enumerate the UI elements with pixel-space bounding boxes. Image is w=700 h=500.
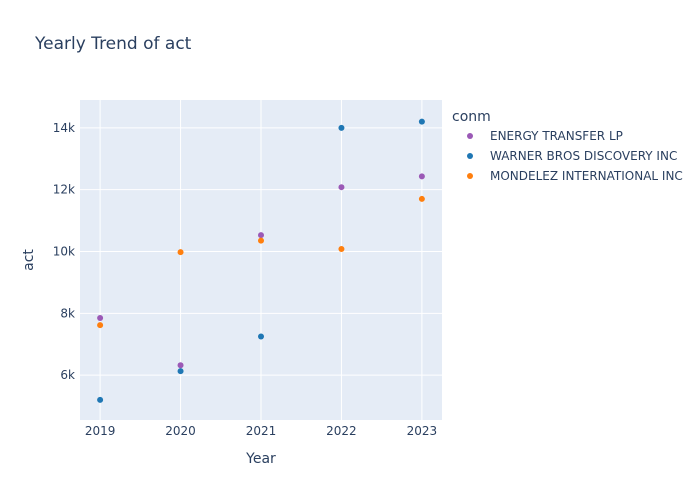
data-point[interactable] [177,249,184,256]
chart-title: Yearly Trend of act [34,34,192,54]
y-axis-title: act [21,249,37,271]
data-point[interactable] [97,396,104,403]
data-point[interactable] [97,314,104,321]
x-tick-label: 2022 [326,424,357,438]
y-axis-ticks: 6k 8k 10k 12k 14k [53,121,75,382]
legend-entry-label: ENERGY TRANSFER LP [490,129,623,143]
y-tick-label: 10k [53,244,75,258]
x-tick-label: 2023 [407,424,438,438]
data-point[interactable] [338,184,345,191]
y-tick-label: 8k [60,306,75,320]
data-point[interactable] [258,232,264,239]
data-point[interactable] [258,237,264,244]
x-tick-label: 2020 [165,424,196,438]
legend-entry-label: MONDELEZ INTERNATIONAL INC [490,169,683,183]
y-tick-label: 12k [53,183,75,197]
data-point[interactable] [97,322,104,329]
x-tick-label: 2021 [246,424,277,438]
legend-marker [467,133,473,139]
legend-title: conm [452,109,491,125]
data-point[interactable] [177,362,184,369]
legend-entry-label: WARNER BROS DISCOVERY INC [490,149,677,163]
y-tick-label: 14k [53,121,75,135]
legend[interactable]: conm ENERGY TRANSFER LP WARNER BROS DISCO… [452,109,683,183]
legend-marker [467,153,473,159]
data-point[interactable] [418,195,425,202]
x-axis-title: Year [245,451,276,467]
data-point[interactable] [258,333,264,340]
data-point[interactable] [418,118,425,125]
data-point[interactable] [338,246,345,253]
data-point[interactable] [418,173,425,180]
data-points [97,118,425,403]
data-point[interactable] [338,124,345,131]
data-point[interactable] [177,368,184,375]
x-tick-label: 2019 [85,424,116,438]
legend-marker [467,173,473,179]
y-tick-label: 6k [60,368,75,382]
x-axis-ticks: 2019 2020 2021 2022 2023 [85,424,437,438]
